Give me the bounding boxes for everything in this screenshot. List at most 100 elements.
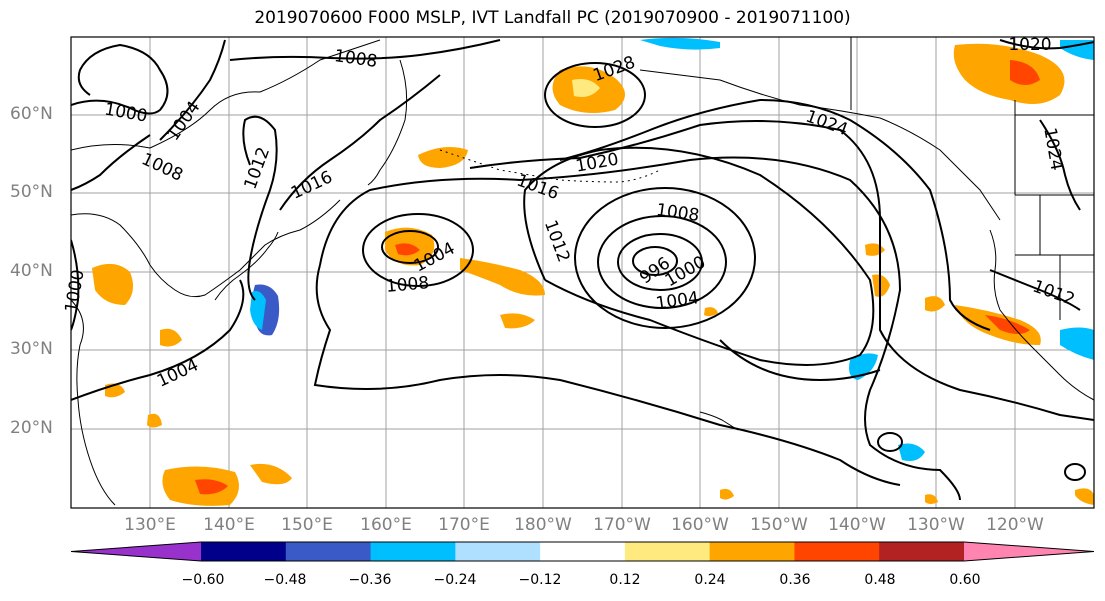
isobar-1000 <box>617 233 703 291</box>
isobar-1016 <box>319 156 961 501</box>
ivt-patch <box>720 488 734 500</box>
lon-label: 180°W <box>514 515 572 535</box>
colorbar-extend-low <box>71 542 201 561</box>
isobar-1004-sw <box>71 279 245 401</box>
ivt-patch <box>418 146 468 168</box>
lon-label: 160°E <box>360 515 412 535</box>
lon-label: 160°W <box>671 515 729 535</box>
asia-coastline <box>71 39 381 298</box>
ivt-patch <box>925 494 938 504</box>
ivt-patch <box>704 307 718 317</box>
colorbar <box>70 541 1095 562</box>
ivt-patch <box>1010 60 1040 85</box>
colorbar-segment <box>285 542 372 561</box>
colorbar-tick-label: 0.48 <box>864 572 896 588</box>
map-frame <box>70 36 1095 509</box>
contour-label: 1020 <box>1008 35 1051 55</box>
colorbar-tick-label: 0.12 <box>609 572 641 588</box>
lon-label: 140°E <box>203 515 255 535</box>
lon-label: 150°W <box>750 515 808 535</box>
colorbar-tick-label: −0.36 <box>348 572 392 588</box>
mslp-contours <box>71 39 1094 501</box>
na-coastline <box>989 229 1094 401</box>
ivt-patch <box>1060 327 1094 360</box>
isobar-1000-nw <box>71 43 169 115</box>
isobar-1016-small <box>1064 463 1086 481</box>
isobar-1024-east <box>1039 119 1081 211</box>
lat-label: 40°N <box>10 261 53 281</box>
isobar-1012-east <box>989 269 1081 311</box>
ivt-patch <box>395 243 420 256</box>
ivt-patch <box>640 37 720 50</box>
ivt-patch <box>925 296 945 312</box>
isobar-1028 <box>544 62 646 128</box>
isobar-1012 <box>523 146 875 366</box>
china-coastline <box>71 299 116 506</box>
lat-label: 20°N <box>10 418 53 438</box>
isobar-1008-nw <box>71 134 151 191</box>
colorbar-tick-label: 0.60 <box>949 572 981 588</box>
colorbar-segment <box>201 542 287 561</box>
isobar-1024 <box>559 98 991 331</box>
low-center-contour <box>632 246 678 276</box>
isobar-1008-west <box>362 213 474 287</box>
japan-coastline <box>214 231 279 301</box>
lat-label: 30°N <box>10 339 53 359</box>
lon-label: 130°E <box>124 515 176 535</box>
colorbar-extend-high <box>964 542 1094 561</box>
isobar-1004 <box>597 215 727 309</box>
colorbar-segment <box>624 542 711 561</box>
colorbar-tick-label: −0.24 <box>433 572 477 588</box>
isobar-1008 <box>574 187 756 329</box>
ivt-patch <box>147 413 162 428</box>
ivt-patch <box>953 43 1065 104</box>
ivt-patch <box>572 79 600 97</box>
ivt-shading <box>92 37 1094 506</box>
isobar-1016-south <box>313 264 901 486</box>
ivt-patch <box>250 463 292 485</box>
ivt-patch <box>985 315 1030 334</box>
lon-label: 130°W <box>907 515 965 535</box>
lat-label: 50°N <box>10 182 53 202</box>
colorbar-segment <box>879 542 965 561</box>
kamchatka-coastline <box>367 59 408 186</box>
ivt-patch <box>898 443 925 461</box>
colorbar-segment <box>709 542 795 561</box>
lon-label: 170°W <box>593 515 651 535</box>
ivt-patch <box>500 313 535 329</box>
isobar-1020-inner <box>719 339 881 382</box>
alaska-coastline <box>639 69 1001 221</box>
isobar-1012-nw <box>242 115 278 301</box>
ivt-patch <box>92 263 134 305</box>
isobar-1008-top <box>229 39 501 61</box>
isobar-1000-w <box>71 239 80 331</box>
lon-label: 170°E <box>438 515 490 535</box>
isobar-1020-ne <box>999 39 1094 50</box>
colorbar-tick-label: −0.60 <box>181 572 225 588</box>
isobar-1016-nw <box>279 74 441 211</box>
ivt-patch <box>195 479 228 495</box>
political-borders <box>850 37 1094 320</box>
ivt-patch <box>849 353 878 380</box>
contour-label: 1008 <box>385 273 430 297</box>
colorbar-tick-label: 0.36 <box>779 572 811 588</box>
lon-label: 120°W <box>986 515 1044 535</box>
colorbar-tick-label: 0.24 <box>694 572 726 588</box>
ivt-patch <box>250 291 266 330</box>
ivt-patch <box>1075 488 1094 505</box>
colorbar-tick-label: −0.12 <box>518 572 562 588</box>
isobar-1004-nw <box>159 39 226 141</box>
isobar-1020 <box>469 120 1094 421</box>
lat-label: 60°N <box>10 104 53 124</box>
colorbar-tick-label: −0.48 <box>263 572 307 588</box>
ivt-patch <box>160 328 182 347</box>
colorbar-segment <box>455 542 541 561</box>
colorbar-segment <box>370 542 456 561</box>
lon-label: 150°E <box>281 515 333 535</box>
isobar-1004-west <box>381 230 439 264</box>
isobar-1016-small <box>877 432 903 452</box>
colorbar-segment <box>794 542 880 561</box>
lon-label: 140°W <box>828 515 886 535</box>
ivt-patch <box>1060 40 1094 60</box>
